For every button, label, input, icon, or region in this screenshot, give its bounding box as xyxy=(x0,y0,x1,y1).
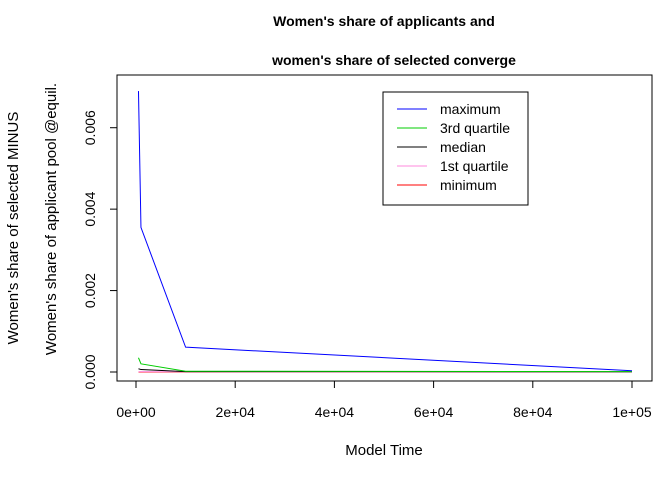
x-tick-label: 4e+04 xyxy=(315,404,355,420)
series-layer xyxy=(137,91,633,373)
x-tick-label: 2e+04 xyxy=(216,404,256,420)
x-tick-label: 6e+04 xyxy=(414,404,454,420)
y-tick-label: 0.004 xyxy=(82,191,98,226)
x-axis: 0e+00 2e+04 4e+04 6e+04 8e+04 1e+05 xyxy=(116,380,652,420)
legend: maximum 3rd quartile median 1st quartile min… xyxy=(382,91,529,206)
x-tick-label: 1e+05 xyxy=(612,404,652,420)
legend-label-maximum: maximum xyxy=(440,101,501,117)
legend-label-1st-quartile: 1st quartile xyxy=(440,158,509,174)
y-tick-label: 0.006 xyxy=(82,110,98,145)
series-line-maximum xyxy=(137,91,633,372)
x-axis-label: Model Time xyxy=(345,442,423,459)
y-axis-label-line-1: Women's share of selected MINUS xyxy=(5,112,22,345)
y-tick-label: 0.002 xyxy=(82,273,98,308)
legend-label-minimum: minimum xyxy=(440,177,497,193)
chart-title-line-2: women's share of selected converge xyxy=(271,52,516,68)
legend-box xyxy=(382,91,529,206)
chart-title-line-1: Women's share of applicants and xyxy=(273,13,495,29)
y-axis: 0.000 0.002 0.004 0.006 xyxy=(82,110,118,390)
y-axis-label-line-2: Women's share of applicant pool @equil. xyxy=(43,83,60,355)
legend-label-median: median xyxy=(440,139,486,155)
x-tick-label: 0e+00 xyxy=(116,404,156,420)
series-line-3rd-quartile xyxy=(138,357,633,373)
legend-label-3rd-quartile: 3rd quartile xyxy=(440,120,510,136)
y-tick-label: 0.000 xyxy=(82,354,98,389)
x-tick-label: 8e+04 xyxy=(513,404,553,420)
